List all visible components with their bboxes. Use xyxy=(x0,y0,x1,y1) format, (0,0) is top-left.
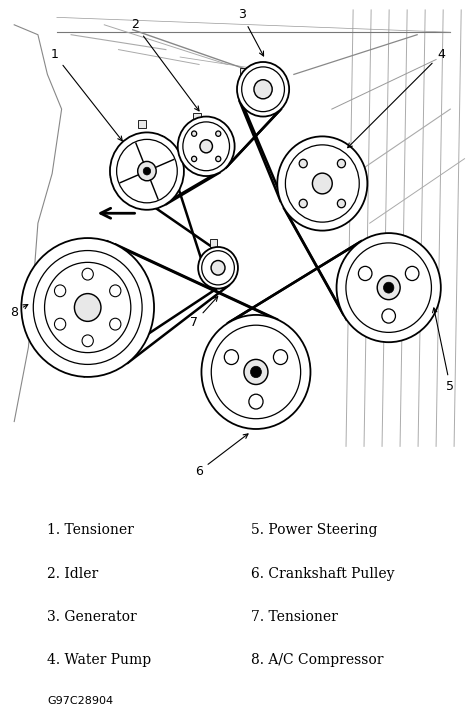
Circle shape xyxy=(21,238,154,377)
Text: 5. Power Steering: 5. Power Steering xyxy=(251,523,378,537)
Circle shape xyxy=(224,350,238,365)
Circle shape xyxy=(109,319,121,330)
Circle shape xyxy=(337,159,346,168)
Circle shape xyxy=(201,315,310,429)
Circle shape xyxy=(55,285,66,297)
Circle shape xyxy=(55,319,66,330)
Text: 7: 7 xyxy=(191,297,218,329)
Text: 2: 2 xyxy=(131,18,199,111)
Text: 8. A/C Compressor: 8. A/C Compressor xyxy=(251,653,384,668)
Circle shape xyxy=(337,233,441,342)
Circle shape xyxy=(299,159,307,168)
Circle shape xyxy=(299,199,307,208)
Text: 7. Tensioner: 7. Tensioner xyxy=(251,610,338,624)
Circle shape xyxy=(273,350,288,365)
Circle shape xyxy=(45,262,131,353)
Bar xyxy=(240,68,248,76)
Circle shape xyxy=(358,266,372,281)
Circle shape xyxy=(200,140,212,153)
Text: 2. Idler: 2. Idler xyxy=(47,567,99,581)
Circle shape xyxy=(285,145,359,222)
Circle shape xyxy=(337,199,346,208)
Circle shape xyxy=(138,161,156,181)
Circle shape xyxy=(346,243,431,332)
Circle shape xyxy=(183,122,229,171)
Circle shape xyxy=(312,173,332,194)
Circle shape xyxy=(211,325,301,418)
Circle shape xyxy=(82,335,93,347)
Circle shape xyxy=(383,282,394,293)
Text: 6: 6 xyxy=(195,434,248,478)
Circle shape xyxy=(191,131,197,136)
Circle shape xyxy=(202,251,234,285)
Text: 4: 4 xyxy=(347,48,445,148)
Circle shape xyxy=(254,80,272,98)
Bar xyxy=(138,120,146,128)
Circle shape xyxy=(242,67,284,111)
Text: 8: 8 xyxy=(10,305,28,319)
Text: 3: 3 xyxy=(238,9,264,56)
Circle shape xyxy=(178,117,235,176)
Circle shape xyxy=(377,276,400,300)
Circle shape xyxy=(237,62,289,117)
Circle shape xyxy=(216,131,221,136)
Text: 1. Tensioner: 1. Tensioner xyxy=(47,523,134,537)
Bar xyxy=(193,112,201,120)
Text: 3. Generator: 3. Generator xyxy=(47,610,137,624)
Bar xyxy=(210,239,217,247)
Circle shape xyxy=(143,167,151,175)
Circle shape xyxy=(117,140,177,203)
Circle shape xyxy=(82,269,93,280)
Circle shape xyxy=(244,359,268,384)
Circle shape xyxy=(277,136,367,231)
Text: 5: 5 xyxy=(433,308,454,393)
Circle shape xyxy=(211,261,225,275)
Circle shape xyxy=(251,366,262,378)
Text: G97C28904: G97C28904 xyxy=(47,696,114,706)
Circle shape xyxy=(74,294,101,321)
Circle shape xyxy=(110,132,184,210)
Circle shape xyxy=(109,285,121,297)
Circle shape xyxy=(191,156,197,161)
Circle shape xyxy=(33,251,142,364)
Text: 6. Crankshaft Pulley: 6. Crankshaft Pulley xyxy=(251,567,395,581)
Text: 4. Water Pump: 4. Water Pump xyxy=(47,653,152,668)
Circle shape xyxy=(198,247,238,289)
Circle shape xyxy=(249,394,263,409)
Circle shape xyxy=(216,156,221,161)
Circle shape xyxy=(405,266,419,281)
Text: 1: 1 xyxy=(51,48,122,141)
Circle shape xyxy=(382,309,395,323)
